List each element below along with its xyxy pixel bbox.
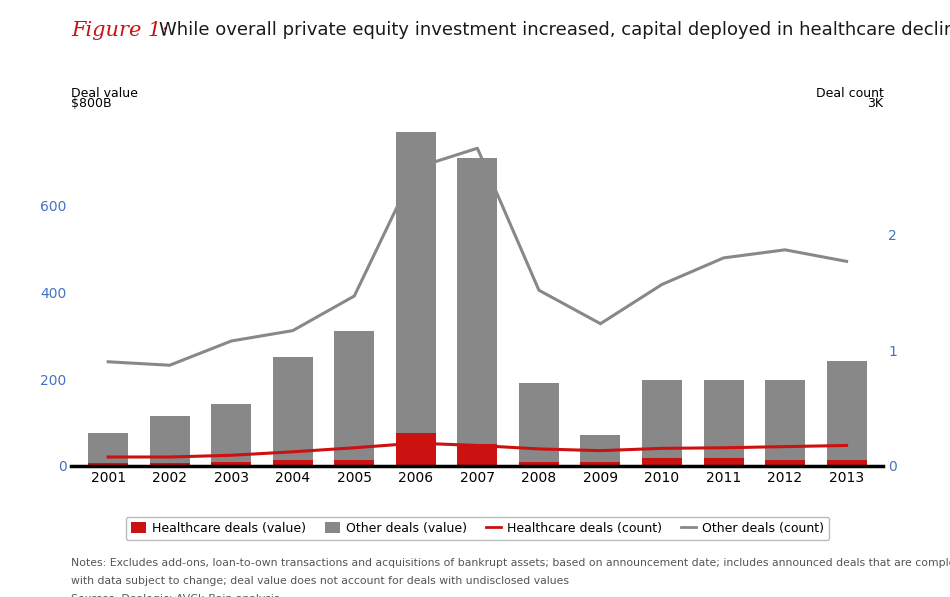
Bar — [642, 380, 682, 458]
Bar — [704, 458, 744, 466]
Bar — [704, 380, 744, 458]
Bar — [826, 460, 866, 466]
Bar — [457, 158, 498, 444]
Text: While overall private equity investment increased, capital deployed in healthcar: While overall private equity investment … — [159, 21, 950, 39]
Legend: Healthcare deals (value), Other deals (value), Healthcare deals (count), Other d: Healthcare deals (value), Other deals (v… — [125, 517, 829, 540]
Bar — [88, 433, 128, 463]
Bar — [765, 460, 805, 466]
Text: Deal count: Deal count — [816, 87, 884, 100]
Bar — [334, 331, 374, 460]
Text: Sources: Dealogic; AVCJ; Bain analysis: Sources: Dealogic; AVCJ; Bain analysis — [71, 594, 279, 597]
Bar — [519, 462, 559, 466]
Bar — [88, 463, 128, 466]
Bar — [826, 361, 866, 460]
Text: Figure 1:: Figure 1: — [71, 21, 168, 40]
Bar — [765, 380, 805, 460]
Bar — [334, 460, 374, 466]
Bar — [580, 462, 620, 466]
Bar — [396, 133, 436, 433]
Bar — [150, 463, 190, 466]
Bar — [642, 458, 682, 466]
Bar — [519, 383, 559, 462]
Bar — [580, 435, 620, 462]
Text: Notes: Excludes add-ons, loan-to-own transactions and acquisitions of bankrupt a: Notes: Excludes add-ons, loan-to-own tra… — [71, 558, 950, 568]
Text: with data subject to change; deal value does not account for deals with undisclo: with data subject to change; deal value … — [71, 576, 569, 586]
Bar — [273, 356, 313, 460]
Bar — [396, 433, 436, 466]
Bar — [457, 444, 498, 466]
Bar — [150, 416, 190, 463]
Text: 3K: 3K — [867, 97, 884, 110]
Bar — [273, 460, 313, 466]
Text: Deal value: Deal value — [71, 87, 138, 100]
Bar — [211, 462, 251, 466]
Text: $800B: $800B — [71, 97, 112, 110]
Bar — [211, 404, 251, 462]
